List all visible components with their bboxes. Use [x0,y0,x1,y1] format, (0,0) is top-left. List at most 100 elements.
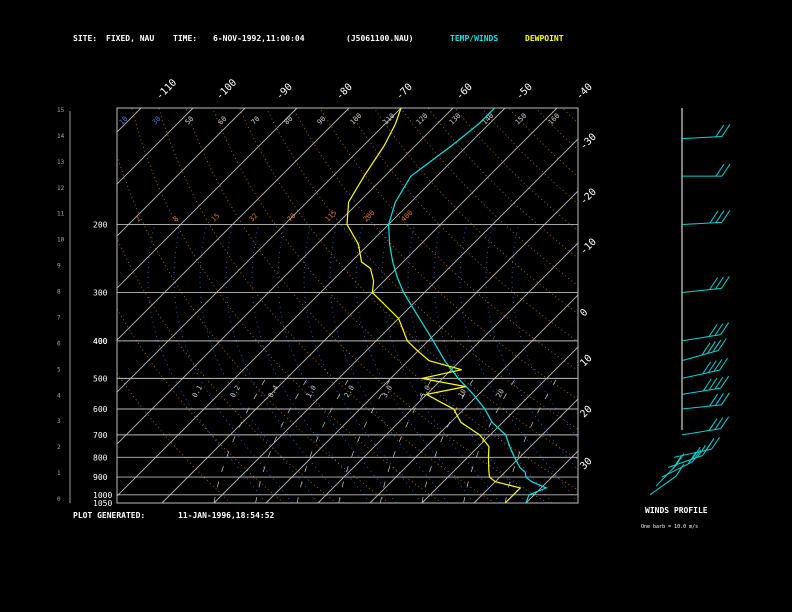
isotherm-line [0,108,89,503]
height-tick-label: 10 [57,237,65,244]
isotherm-line [473,398,578,503]
wind-barb [673,436,721,458]
wind-barb [681,392,730,410]
temperature-right-label: 0 [578,307,590,319]
winds-profile-note: One barb = 10.0 m/s [641,524,698,530]
theta-e-label: 32 [248,212,260,224]
isotherm-line [117,108,194,185]
temperature-top-label: -40 [574,82,595,103]
wind-barb [682,163,731,177]
dewpoint-line [346,107,522,504]
dry-adiabat-line [185,108,548,503]
mixing-ratio-line [421,378,475,503]
isotherm-line [117,108,298,289]
mixing-ratio-label: 0.2 [229,384,242,399]
adiabat-top-label: 160 [547,112,562,127]
height-tick-label: 3 [57,418,61,425]
isotherm-line [577,502,578,503]
temperature-top-label: -50 [514,82,535,103]
wind-barb [681,416,730,436]
mixing-ratio-line [463,378,516,503]
temperature-right-label: 30 [578,456,594,472]
pressure-tick-label: 900 [93,473,108,482]
time-label: TIME: [173,34,197,43]
height-tick-label: 1 [57,470,61,477]
isotherm-line [161,108,558,503]
moist-adiabat-line [433,224,553,503]
temperature-top-label: -90 [274,82,295,103]
mixing-ratio-line [380,378,433,503]
adiabat-top-label: 130 [448,112,463,127]
dry-adiabat-line [454,108,578,232]
temperature-top-label: -80 [334,82,355,103]
mixing-ratio-line [213,378,267,503]
temperature-top-label: -110 [154,77,179,102]
isotherm-line [117,108,454,445]
dry-adiabat-line [562,108,578,124]
pressure-tick-label: 400 [93,337,108,346]
isotherm-line [117,108,350,341]
dry-adiabat-line [400,108,578,287]
moist-adiabat-line [511,224,578,439]
temperature-line [387,107,548,504]
temperature-top-label: -60 [454,82,475,103]
pressure-tick-label: 300 [93,289,108,298]
height-tick-label: 6 [57,340,61,347]
time-value: 6-NOV-1992,11:00:04 [213,34,305,43]
dry-adiabat-line [535,108,578,151]
dry-adiabat-line [319,108,578,371]
adiabat-lines [117,108,792,503]
moist-adiabat-line [173,224,293,503]
wind-barb [681,357,729,379]
height-tick-label: 15 [57,107,65,114]
dry-adiabat-line [427,108,578,259]
sounding-series [346,107,548,504]
wind-barb [681,210,731,225]
mixing-ratio-label: 1.0 [305,384,318,399]
height-tick-label: 9 [57,263,61,270]
mixing-ratio-label: 20 [495,388,506,399]
site-label: SITE: [73,34,97,43]
isotherm-line [525,450,578,503]
dry-adiabat-line [117,307,285,503]
mixing-ratio-line [338,378,391,503]
pressure-tick-label: 400 [93,337,108,346]
moist-adiabat-line [459,224,578,503]
dry-adiabat-line [643,108,792,503]
theta-e-label: 115 [324,209,339,224]
dry-adiabat-line [266,108,578,430]
pressure-tick-label: 700 [93,431,108,440]
temperature-right-label: 10 [578,353,594,369]
pressure-tick-label: 800 [93,453,108,462]
adiabat-top-label: 50 [184,115,196,127]
height-tick-label: 13 [57,159,65,166]
theta-e-label: 15 [210,212,222,224]
pressure-tick-label: 600 [93,405,108,414]
adiabat-top-label: 60 [217,115,229,127]
height-tick-label: 12 [57,185,65,192]
dry-adiabat-line [481,108,578,205]
dry-adiabat-line [346,108,578,343]
plot-generated-label: PLOT GENERATED: [73,511,145,520]
height-tick-label: 2 [57,444,61,451]
plot-frame [69,107,579,504]
isotherm-line [117,108,246,237]
isotherm-line [117,108,142,133]
isotherm-line [317,242,578,503]
wind-barb [681,322,730,342]
theta-e-label: 2 [134,215,143,224]
adiabat-top-label: 150 [514,112,529,127]
dry-adiabat-line [508,108,578,178]
dry-adiabat-line [589,108,792,503]
moist-adiabat-line [147,224,267,503]
wind-barb [681,338,727,362]
dry-adiabat-line [158,108,495,503]
winds-profile-title: WINDS PROFILE [645,506,708,515]
dry-adiabat-line [670,108,792,503]
moist-adiabat-line [407,224,527,503]
mixing-ratio-label: 10 [457,388,468,399]
moist-adiabat-line [381,224,501,503]
adiabat-top-label: 10 [118,115,130,127]
mixing-ratio-line [504,378,558,503]
